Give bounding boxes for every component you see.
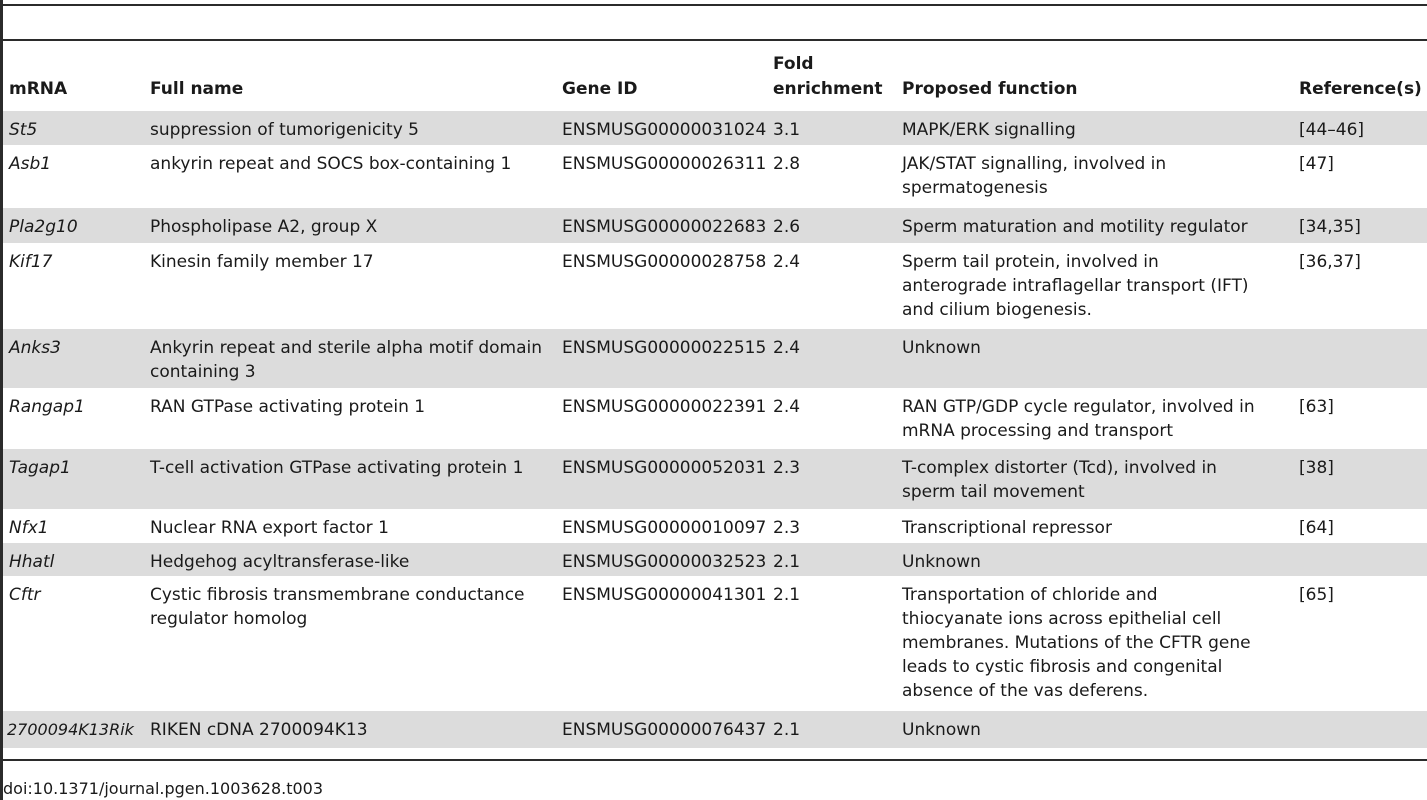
cell-references: [44–46]	[1299, 120, 1365, 140]
cell-gene-id: ENSMUSG00000022515	[562, 338, 767, 358]
cell-function: Unknown	[902, 338, 981, 358]
cell-gene-id: ENSMUSG00000028758	[562, 252, 767, 272]
cell-gene-id: ENSMUSG00000022391	[562, 397, 767, 417]
table-row: 2700094K13Rik RIKEN cDNA 2700094K13 ENSM…	[3, 711, 1427, 748]
cell-mrna: Rangap1	[9, 397, 85, 417]
cell-function: T-complex distorter (Tcd), involved in s…	[902, 458, 1217, 502]
cell-gene-id: ENSMUSG00000031024	[562, 120, 767, 140]
cell-full-name: RAN GTPase activating protein 1	[150, 397, 426, 417]
cell-full-name: Nuclear RNA export factor 1	[150, 518, 389, 538]
table-row: Nfx1 Nuclear RNA export factor 1 ENSMUSG…	[3, 509, 1427, 543]
cell-fold: 2.1	[773, 720, 801, 740]
table-header: mRNA Full name Gene ID Fold enrichment P…	[3, 41, 1427, 111]
cell-mrna: 2700094K13Rik	[7, 720, 134, 739]
cell-full-name: Hedgehog acyltransferase-like	[150, 552, 410, 572]
cell-fold: 3.1	[773, 120, 801, 140]
cell-references: [63]	[1299, 397, 1334, 417]
cell-mrna: Anks3	[9, 338, 61, 358]
table-row: Kif17 Kinesin family member 17 ENSMUSG00…	[3, 243, 1427, 329]
cell-function: Sperm maturation and motility regulator	[902, 217, 1248, 237]
cell-full-name: T-cell activation GTPase activating prot…	[150, 458, 524, 478]
cell-gene-id: ENSMUSG00000010097	[562, 518, 767, 538]
cell-gene-id: ENSMUSG00000052031	[562, 458, 767, 478]
header-proposed-function: Proposed function	[902, 79, 1078, 99]
header-references: Reference(s)	[1299, 79, 1422, 99]
table-row: Tagap1 T-cell activation GTPase activati…	[3, 449, 1427, 509]
cell-references: [65]	[1299, 585, 1334, 605]
doi-caption: doi:10.1371/journal.pgen.1003628.t003	[3, 779, 324, 798]
cell-fold: 2.1	[773, 552, 801, 572]
cell-mrna: St5	[9, 120, 38, 140]
cell-mrna: Pla2g10	[9, 217, 78, 237]
data-table: mRNA Full name Gene ID Fold enrichment P…	[3, 41, 1427, 748]
cell-fold: 2.3	[773, 518, 801, 538]
cell-gene-id: ENSMUSG00000076437	[562, 720, 767, 740]
cell-function: MAPK/ERK signalling	[902, 120, 1076, 140]
cell-function: Sperm tail protein, involved in anterogr…	[902, 252, 1249, 320]
table-top-rule	[3, 4, 1427, 6]
header-top-rule	[3, 39, 1427, 41]
cell-gene-id: ENSMUSG00000041301	[562, 585, 767, 605]
cell-function: Transcriptional repressor	[902, 518, 1112, 538]
header-fold-line2: enrichment	[773, 79, 883, 99]
cell-fold: 2.4	[773, 338, 801, 358]
table-row: Asb1 ankyrin repeat and SOCS box-contain…	[3, 145, 1427, 208]
cell-function: JAK/STAT signalling, involved in spermat…	[902, 154, 1167, 198]
cell-function: Unknown	[902, 552, 981, 572]
cell-references: [36,37]	[1299, 252, 1361, 272]
header-fold-enrichment: Fold enrichment	[773, 52, 883, 102]
cell-mrna: Nfx1	[9, 518, 49, 538]
cell-fold: 2.4	[773, 397, 801, 417]
cell-references: [34,35]	[1299, 217, 1361, 237]
cell-mrna: Hhatl	[9, 552, 55, 572]
cell-gene-id: ENSMUSG00000026311	[562, 154, 767, 174]
left-border	[0, 0, 3, 800]
cell-fold: 2.8	[773, 154, 801, 174]
table-row: Hhatl Hedgehog acyltransferase-like ENSM…	[3, 543, 1427, 576]
cell-full-name: suppression of tumorigenicity 5	[150, 120, 419, 140]
table-row: Pla2g10 Phospholipase A2, group X ENSMUS…	[3, 208, 1427, 243]
cell-fold: 2.6	[773, 217, 801, 237]
cell-references: [47]	[1299, 154, 1334, 174]
cell-mrna: Kif17	[9, 252, 53, 272]
header-full-name: Full name	[150, 79, 244, 99]
header-fold-line1: Fold	[773, 54, 814, 74]
cell-function: Transportation of chloride and thiocyana…	[902, 585, 1251, 701]
cell-full-name: ankyrin repeat and SOCS box-containing 1	[150, 154, 512, 174]
cell-full-name: RIKEN cDNA 2700094K13	[150, 720, 368, 740]
cell-gene-id: ENSMUSG00000022683	[562, 217, 767, 237]
cell-full-name: Cystic fibrosis transmembrane conductanc…	[150, 585, 525, 629]
cell-references: [38]	[1299, 458, 1334, 478]
table-row: St5 suppression of tumorigenicity 5 ENSM…	[3, 111, 1427, 145]
cell-function: RAN GTP/GDP cycle regulator, involved in…	[902, 397, 1255, 441]
cell-mrna: Asb1	[9, 154, 52, 174]
table-bottom-rule	[3, 759, 1427, 761]
table-row: Rangap1 RAN GTPase activating protein 1 …	[3, 388, 1427, 449]
header-mrna: mRNA	[9, 79, 68, 99]
cell-fold: 2.3	[773, 458, 801, 478]
table-row: Anks3 Ankyrin repeat and sterile alpha m…	[3, 329, 1427, 388]
header-gene-id: Gene ID	[562, 79, 638, 99]
cell-fold: 2.1	[773, 585, 801, 605]
cell-references: [64]	[1299, 518, 1334, 538]
cell-full-name: Phospholipase A2, group X	[150, 217, 378, 237]
table-row: Cftr Cystic fibrosis transmembrane condu…	[3, 576, 1427, 711]
cell-full-name: Kinesin family member 17	[150, 252, 374, 272]
cell-full-name: Ankyrin repeat and sterile alpha motif d…	[150, 338, 543, 382]
cell-fold: 2.4	[773, 252, 801, 272]
cell-gene-id: ENSMUSG00000032523	[562, 552, 767, 572]
cell-mrna: Tagap1	[9, 458, 71, 478]
cell-mrna: Cftr	[9, 585, 41, 605]
cell-function: Unknown	[902, 720, 981, 740]
